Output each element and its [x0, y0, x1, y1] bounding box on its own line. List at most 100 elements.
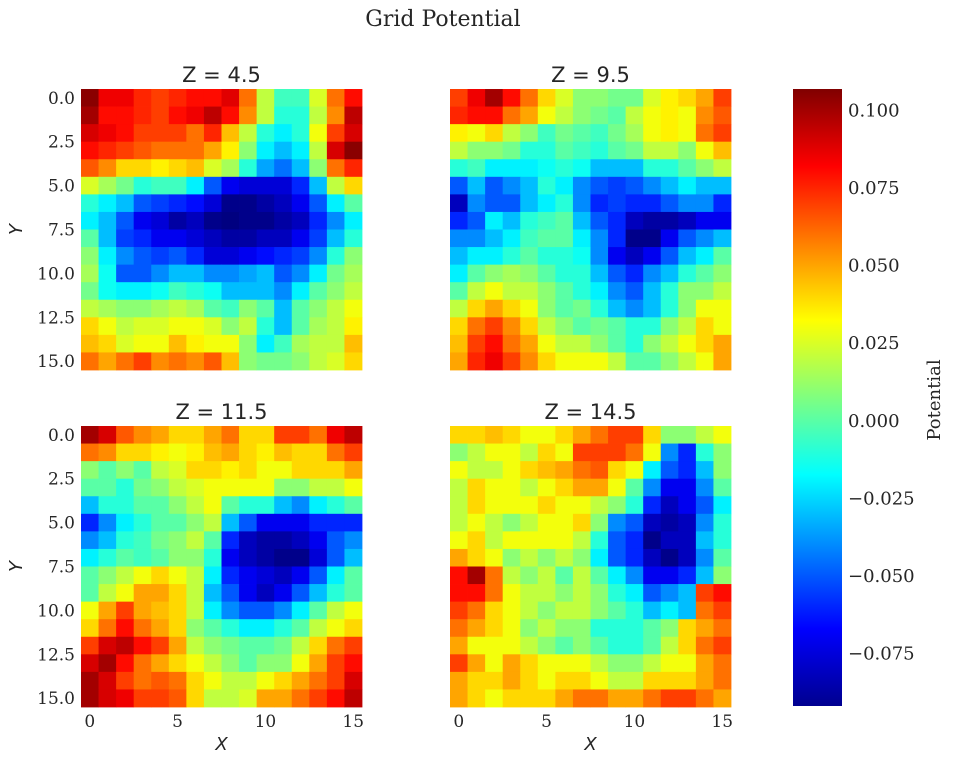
heatmap-cell: [221, 461, 240, 480]
heatmap-cell: [98, 229, 117, 248]
heatmap-cell: [678, 619, 697, 638]
heatmap-cell: [467, 89, 486, 107]
heatmap-cell: [81, 513, 99, 532]
heatmap-cell: [713, 654, 732, 673]
heatmap-cell: [203, 264, 222, 283]
heatmap-cell: [695, 334, 714, 353]
heatmap-cell: [309, 317, 328, 336]
heatmap-cell: [203, 247, 222, 266]
heatmap-cell: [660, 141, 679, 160]
heatmap-cell: [450, 619, 468, 638]
heatmap-cell: [678, 671, 697, 690]
heatmap-cell: [274, 317, 293, 336]
heatmap-cell: [81, 601, 99, 620]
heatmap-cell: [572, 317, 591, 336]
heatmap-cell: [98, 478, 117, 497]
heatmap-cell: [133, 317, 152, 336]
heatmap-cell: [203, 141, 222, 160]
heatmap-cell: [291, 229, 310, 248]
heatmap-cell: [695, 352, 714, 371]
heatmap-cell: [221, 352, 240, 371]
heatmap-cell: [239, 141, 258, 160]
heatmap-cell: [133, 548, 152, 567]
heatmap-cell: [344, 478, 363, 497]
heatmap-cell: [572, 247, 591, 266]
heatmap-cell: [151, 671, 170, 690]
heatmap-cell: [133, 689, 152, 708]
heatmap-cell: [608, 141, 627, 160]
heatmap-cell: [151, 619, 170, 638]
colorbar-tick-label: −0.075: [848, 643, 915, 664]
heatmap-cell: [186, 566, 205, 585]
heatmap-cell: [502, 461, 521, 480]
heatmap-cell: [221, 106, 240, 125]
heatmap-cell: [168, 194, 187, 213]
heatmap-cell: [98, 496, 117, 515]
heatmap-cell: [502, 106, 521, 125]
heatmap-cell: [502, 601, 521, 620]
heatmap-cell: [590, 299, 609, 318]
heatmap-cell: [326, 352, 345, 371]
heatmap-cell: [203, 531, 222, 550]
heatmap-cell: [98, 317, 117, 336]
heatmap-cell: [133, 176, 152, 195]
heatmap-cell: [520, 426, 539, 444]
heatmap-cell: [186, 443, 205, 462]
heatmap-cell: [274, 671, 293, 690]
heatmap-cell: [608, 689, 627, 708]
heatmap-cell: [239, 426, 258, 444]
heatmap-cell: [151, 548, 170, 567]
heatmap-cell: [502, 334, 521, 353]
heatmap-cell: [608, 176, 627, 195]
heatmap-cell: [326, 211, 345, 230]
heatmap-cell: [713, 513, 732, 532]
heatmap-cell: [572, 654, 591, 673]
heatmap-cell: [256, 176, 275, 195]
heatmap-cell: [81, 689, 99, 708]
heatmap-cell: [555, 671, 574, 690]
heatmap-cell: [537, 513, 556, 532]
heatmap-cell: [450, 478, 468, 497]
heatmap-panels: Z = 4.5 0.0 2.5 5.0 7.5 10.0 12.5 15.0 Y Z = 9.5 Z…: [6, 63, 733, 755]
heatmap-cell: [695, 194, 714, 213]
heatmap-cell: [81, 636, 99, 655]
heatmap-cell: [660, 636, 679, 655]
y-tick-label: 5.0: [48, 514, 75, 534]
heatmap-cell: [291, 531, 310, 550]
heatmap-cell: [256, 89, 275, 107]
heatmap-cell: [590, 317, 609, 336]
heatmap-cell: [625, 159, 644, 178]
heatmap-cell: [608, 282, 627, 301]
heatmap-cell: [326, 159, 345, 178]
heatmap-cell: [590, 548, 609, 567]
heatmap-cell: [81, 247, 99, 266]
heatmap-cell: [221, 426, 240, 444]
heatmap-cell: [520, 124, 539, 143]
heatmap-cell: [326, 619, 345, 638]
heatmap-cell: [81, 194, 99, 213]
heatmap-cell: [81, 106, 99, 125]
heatmap-cell: [239, 601, 258, 620]
heatmap-cell: [467, 282, 486, 301]
heatmap-cell: [326, 176, 345, 195]
heatmap-panel: Z = 4.5 0.0 2.5 5.0 7.5 10.0 12.5 15.0 Y: [6, 63, 363, 372]
heatmap-cell: [520, 461, 539, 480]
heatmap-cell: [133, 299, 152, 318]
heatmap-cell: [256, 531, 275, 550]
heatmap-cell: [221, 211, 240, 230]
heatmap-cell: [116, 159, 135, 178]
heatmap-cell: [221, 299, 240, 318]
heatmap-cell: [221, 282, 240, 301]
y-axis-label: Y: [6, 559, 27, 572]
heatmap-cell: [221, 654, 240, 673]
heatmap-cell: [485, 443, 504, 462]
heatmap-cell: [572, 478, 591, 497]
heatmap-cell: [344, 247, 363, 266]
heatmap-cell: [291, 334, 310, 353]
heatmap-cell: [274, 636, 293, 655]
heatmap-cell: [256, 654, 275, 673]
heatmap-cell: [695, 426, 714, 444]
heatmap-cell: [256, 513, 275, 532]
heatmap-cell: [116, 496, 135, 515]
